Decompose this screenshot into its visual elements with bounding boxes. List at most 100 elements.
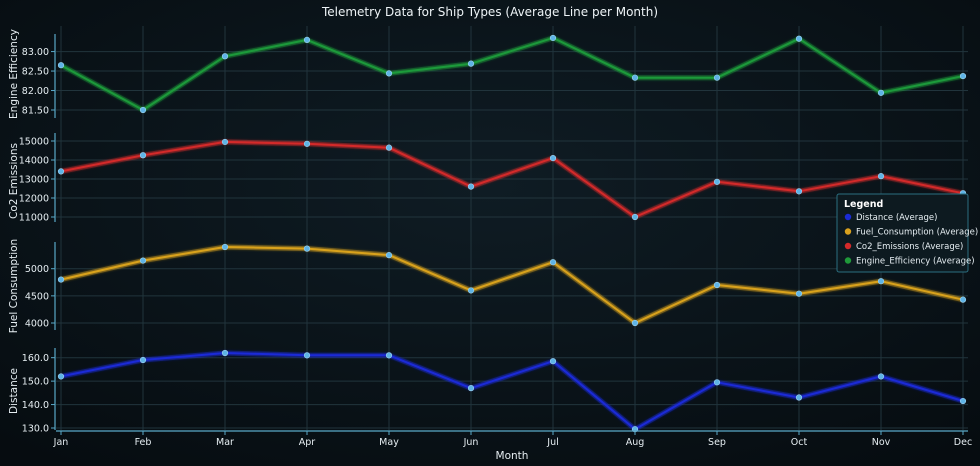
data-point-engine[interactable] (549, 34, 557, 42)
data-point-fuel[interactable] (385, 252, 393, 259)
y-tick-label: 11000 (19, 213, 49, 224)
y-tick-label: 140.0 (22, 400, 49, 411)
data-point-fuel[interactable] (877, 278, 885, 285)
legend-box (836, 193, 969, 273)
y-axis-label-distance: Distance (8, 368, 20, 414)
data-point-engine[interactable] (467, 60, 475, 67)
y-tick-label: 82.50 (22, 67, 49, 78)
data-point-engine[interactable] (631, 74, 639, 81)
y-axis-label-engine: Engine Efficiency (8, 29, 20, 119)
data-point-fuel[interactable] (139, 257, 147, 264)
data-point-distance[interactable] (795, 394, 803, 401)
data-point-engine[interactable] (57, 62, 65, 69)
legend-entry[interactable]: Co2_Emissions (Average) (856, 242, 963, 252)
data-point-engine[interactable] (385, 70, 393, 77)
legend-marker (844, 257, 852, 264)
x-tick-label: Nov (872, 437, 891, 448)
data-point-co2[interactable] (57, 168, 65, 175)
data-point-distance[interactable] (385, 352, 393, 359)
legend[interactable]: Legend Distance (Average) Fuel_Consumption… (836, 193, 978, 273)
x-tick-label: Aug (626, 437, 645, 448)
data-point-distance[interactable] (959, 397, 967, 405)
data-point-distance[interactable] (467, 385, 475, 392)
y-tick-label: 130.0 (22, 424, 49, 435)
x-tick-label: Mar (216, 437, 234, 448)
data-point-engine[interactable] (303, 36, 311, 43)
x-tick-label: Jul (546, 437, 558, 448)
legend-entry[interactable]: Distance (Average) (856, 213, 937, 223)
y-tick-label: 81.50 (22, 106, 49, 117)
y-tick-label: 12000 (19, 194, 49, 205)
data-point-distance[interactable] (221, 349, 229, 357)
x-tick-label: Sep (708, 437, 726, 448)
x-tick-label: Jun (463, 437, 479, 448)
data-point-fuel[interactable] (303, 245, 311, 252)
data-point-fuel[interactable] (467, 287, 475, 294)
legend-marker (844, 213, 852, 221)
y-axis-label-fuel: Fuel Consumption (8, 239, 20, 333)
x-tick-label: Dec (954, 437, 972, 448)
data-point-engine[interactable] (877, 89, 885, 96)
y-tick-label: 14000 (19, 156, 49, 167)
legend-entry[interactable]: Engine_Efficiency (Average) (856, 257, 975, 267)
x-tick-label: Jan (53, 437, 69, 448)
data-point-distance[interactable] (713, 379, 721, 386)
data-point-co2[interactable] (549, 155, 557, 162)
y-tick-label: 160.0 (22, 353, 49, 364)
y-tick-label: 82.00 (22, 86, 49, 97)
y-axis-label-co2: Co2 Emissions (8, 143, 20, 219)
y-tick-label: 4000 (25, 319, 49, 330)
data-point-engine[interactable] (139, 106, 147, 114)
x-tick-label: May (379, 437, 399, 448)
data-point-engine[interactable] (959, 73, 967, 80)
series-line-distance (60, 352, 964, 431)
data-point-co2[interactable] (713, 178, 721, 185)
data-point-co2[interactable] (221, 138, 229, 146)
data-point-fuel[interactable] (795, 290, 803, 297)
data-point-distance[interactable] (877, 373, 885, 380)
data-point-fuel[interactable] (631, 319, 639, 327)
data-point-co2[interactable] (139, 152, 147, 159)
data-point-distance[interactable] (549, 358, 557, 365)
x-tick-label: Feb (135, 437, 152, 448)
chart-title: Telemetry Data for Ship Types (Average L… (321, 5, 658, 19)
x-tick-label: Oct (791, 437, 808, 448)
data-point-co2[interactable] (385, 144, 393, 151)
y-tick-label: 13000 (19, 175, 49, 186)
data-point-engine[interactable] (795, 35, 803, 42)
y-tick-label: 4500 (25, 291, 49, 302)
data-point-distance[interactable] (57, 373, 65, 380)
y-tick-label: 5000 (25, 264, 49, 275)
data-point-distance[interactable] (303, 352, 311, 359)
y-tick-label: 15000 (19, 137, 49, 148)
legend-entry[interactable]: Fuel_Consumption (Average) (856, 228, 978, 238)
data-point-fuel[interactable] (959, 296, 967, 303)
y-tick-label: 83.00 (22, 47, 49, 58)
data-point-fuel[interactable] (713, 281, 721, 289)
series-line-co2 (60, 140, 964, 218)
data-point-co2[interactable] (877, 173, 885, 180)
data-point-engine[interactable] (221, 53, 229, 60)
legend-title: Legend (844, 199, 883, 210)
panel-fuel: 4000 4500 5000 Fuel Consumption (8, 239, 967, 333)
data-point-co2[interactable] (303, 140, 311, 147)
y-tick-label: 150.0 (22, 377, 49, 388)
x-axis-label: Month (496, 450, 529, 462)
grid-layer (56, 26, 968, 430)
data-point-co2[interactable] (795, 188, 803, 195)
data-point-engine[interactable] (713, 74, 721, 81)
data-point-distance[interactable] (139, 356, 147, 364)
data-point-fuel[interactable] (221, 243, 229, 251)
data-point-co2[interactable] (631, 213, 639, 221)
x-tick-label: Apr (299, 437, 316, 448)
legend-marker (844, 242, 852, 250)
series-line-fuel (60, 246, 964, 324)
data-point-fuel[interactable] (57, 276, 65, 283)
data-point-fuel[interactable] (549, 259, 557, 266)
data-point-co2[interactable] (467, 183, 475, 190)
